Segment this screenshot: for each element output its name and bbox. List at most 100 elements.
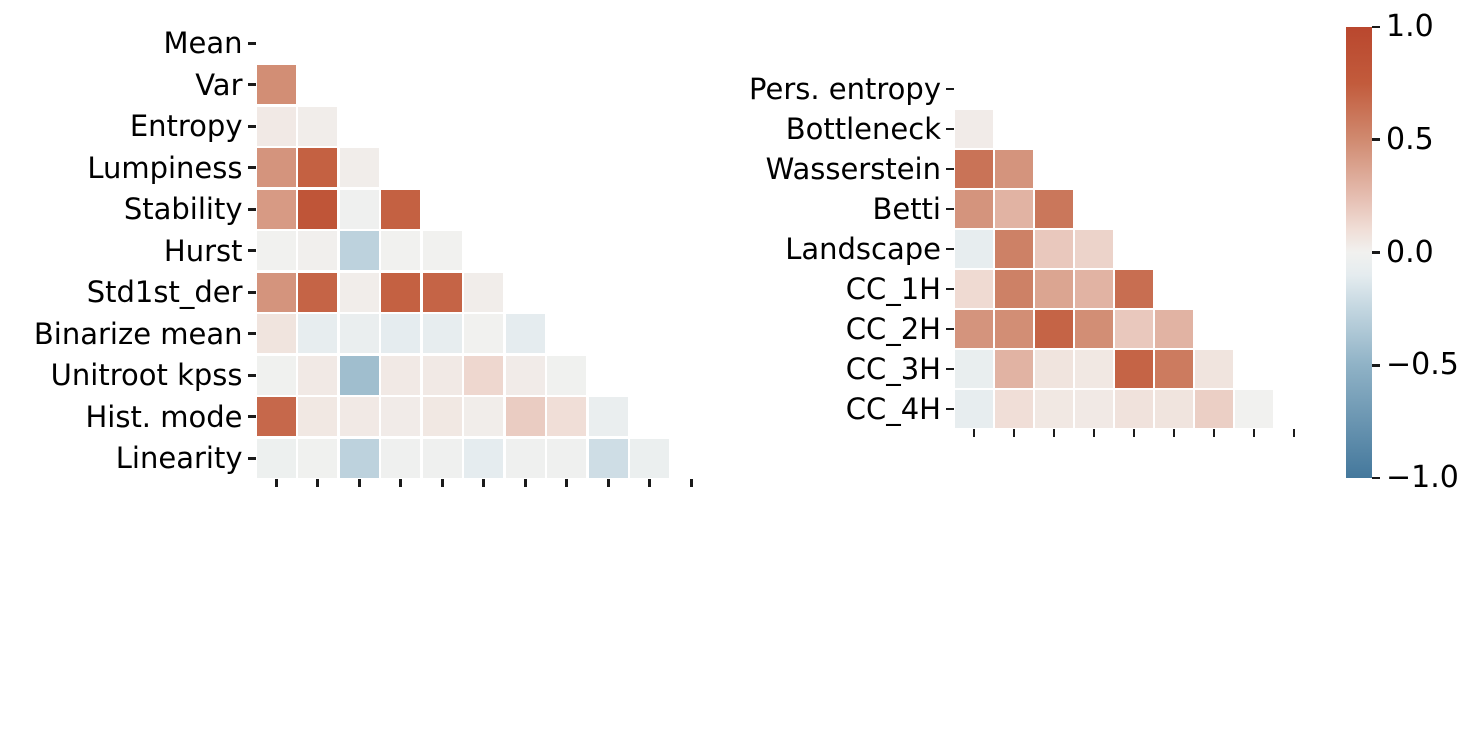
heatmap-cell bbox=[256, 106, 296, 146]
heatmap-cell bbox=[381, 438, 421, 478]
y-axis-tick bbox=[247, 249, 256, 253]
y-axis-tick bbox=[247, 207, 256, 211]
y-axis-tick bbox=[247, 166, 256, 170]
colorbar-tick bbox=[1372, 476, 1380, 480]
heatmap-cell bbox=[256, 355, 296, 395]
heatmap-cell bbox=[1075, 390, 1113, 428]
colorbar-tick-label: −0.5 bbox=[1386, 347, 1459, 383]
y-axis-tick bbox=[247, 373, 256, 377]
heatmap-cell bbox=[547, 397, 587, 437]
heatmap-cell bbox=[298, 355, 338, 395]
y-axis-tick bbox=[247, 415, 256, 419]
heatmap-cell bbox=[1195, 390, 1233, 428]
colorbar-tick-label: −1.0 bbox=[1386, 460, 1459, 495]
y-axis-tick bbox=[946, 127, 954, 131]
heatmap-cell bbox=[298, 106, 338, 146]
heatmap-cell bbox=[464, 272, 504, 312]
y-axis-label: Betti bbox=[872, 192, 941, 226]
x-axis-tick bbox=[1292, 429, 1296, 437]
y-axis-label: Wasserstein bbox=[765, 152, 941, 186]
y-axis-tick bbox=[247, 124, 256, 128]
colorbar-tick bbox=[1372, 138, 1380, 142]
heatmap-cell bbox=[1155, 350, 1193, 388]
heatmap-cell bbox=[588, 397, 628, 437]
heatmap-cell bbox=[995, 150, 1033, 188]
y-axis-label: Binarize mean bbox=[33, 316, 243, 351]
heatmap-cell bbox=[1075, 350, 1113, 388]
y-axis-tick bbox=[946, 367, 954, 371]
heatmap-cell bbox=[995, 390, 1033, 428]
y-axis-label: Pers. entropy bbox=[749, 72, 941, 106]
y-axis-tick bbox=[247, 290, 256, 294]
heatmap-cell bbox=[505, 314, 545, 354]
y-axis-tick bbox=[946, 247, 954, 251]
x-axis-tick bbox=[399, 479, 403, 487]
y-axis-tick bbox=[247, 83, 256, 87]
heatmap-cell bbox=[955, 110, 993, 148]
heatmap-cell bbox=[505, 397, 545, 437]
heatmap-cell bbox=[547, 438, 587, 478]
x-axis-tick bbox=[1132, 429, 1136, 437]
heatmap-cell bbox=[256, 148, 296, 188]
heatmap-cell bbox=[298, 314, 338, 354]
y-axis-label: Mean bbox=[163, 26, 243, 61]
x-axis-tick bbox=[1212, 429, 1216, 437]
colorbar-tick bbox=[1372, 363, 1380, 367]
heatmap-cell bbox=[955, 150, 993, 188]
heatmap-cell bbox=[1195, 350, 1233, 388]
x-axis-tick bbox=[689, 479, 693, 487]
heatmap-cell bbox=[1155, 390, 1193, 428]
heatmap-cell bbox=[995, 270, 1033, 308]
heatmap-cell bbox=[1115, 390, 1153, 428]
heatmap-cell bbox=[422, 355, 462, 395]
y-axis-label: Bottleneck bbox=[785, 112, 941, 146]
heatmap-cell bbox=[955, 190, 993, 228]
heatmap-cell bbox=[339, 272, 379, 312]
heatmap-cell bbox=[381, 314, 421, 354]
y-axis-tick bbox=[946, 407, 954, 411]
x-axis-tick bbox=[357, 479, 361, 487]
x-axis-tick bbox=[523, 479, 527, 487]
heatmap-cell bbox=[256, 397, 296, 437]
heatmap-cell bbox=[1035, 390, 1073, 428]
heatmap-cell bbox=[995, 230, 1033, 268]
heatmap-cell bbox=[464, 314, 504, 354]
heatmap-cell bbox=[1155, 310, 1193, 348]
heatmap-cell bbox=[995, 190, 1033, 228]
colorbar-gradient bbox=[1346, 27, 1372, 478]
heatmap-cell bbox=[1035, 350, 1073, 388]
y-axis-label: Std1st_der bbox=[86, 275, 243, 310]
y-axis-label: Landscape bbox=[785, 232, 941, 266]
heatmap-cell bbox=[422, 272, 462, 312]
heatmap-cell bbox=[1115, 350, 1153, 388]
heatmap-cell bbox=[1235, 390, 1273, 428]
heatmap-cell bbox=[630, 438, 670, 478]
heatmap-cell bbox=[256, 438, 296, 478]
y-axis-label: Stability bbox=[123, 192, 243, 227]
heatmap-cell bbox=[339, 231, 379, 271]
heatmap-cell bbox=[955, 310, 993, 348]
heatmap-cell bbox=[1115, 270, 1153, 308]
x-axis-tick bbox=[1172, 429, 1176, 437]
heatmap-cell bbox=[1035, 270, 1073, 308]
heatmap-cell bbox=[381, 272, 421, 312]
heatmap-cell bbox=[422, 231, 462, 271]
y-axis-label: Hurst bbox=[163, 233, 243, 268]
x-axis-tick bbox=[1252, 429, 1256, 437]
heatmap-cell bbox=[381, 355, 421, 395]
colorbar-tick bbox=[1372, 25, 1380, 29]
heatmap-cell bbox=[955, 230, 993, 268]
heatmap-cell bbox=[1115, 310, 1153, 348]
y-axis-tick bbox=[247, 332, 256, 336]
y-axis-label: Lumpiness bbox=[87, 150, 243, 185]
heatmap-cell bbox=[298, 148, 338, 188]
y-axis-label: CC_1H bbox=[845, 272, 941, 306]
heatmap-cell bbox=[298, 397, 338, 437]
heatmap-cell bbox=[298, 272, 338, 312]
x-axis-tick bbox=[316, 479, 320, 487]
heatmap-cell bbox=[955, 390, 993, 428]
heatmap-cell bbox=[256, 231, 296, 271]
heatmap-cell bbox=[505, 438, 545, 478]
y-axis-label: Var bbox=[195, 67, 243, 102]
